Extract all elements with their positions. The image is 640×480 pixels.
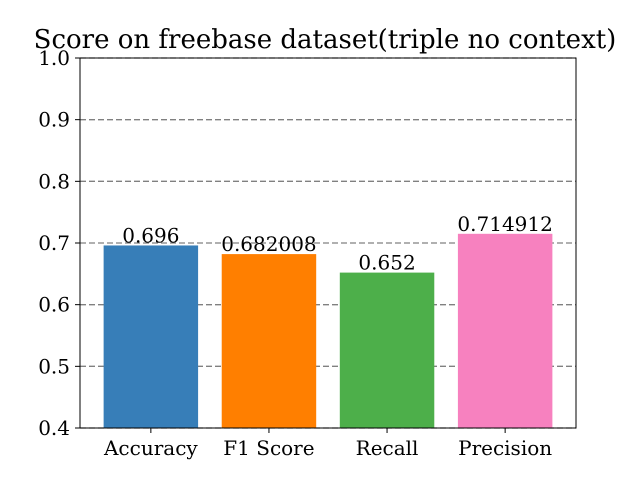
y-tick-label: 0.9 [38,108,70,132]
bars [103,233,553,428]
y-tick-label: 0.6 [38,293,70,317]
bar [339,272,435,428]
bar-value-label: 0.714912 [457,212,552,236]
bar [103,245,199,428]
bar [457,233,553,428]
x-tick-label: F1 Score [223,436,314,460]
bar-value-label: 0.682008 [221,232,316,256]
x-tick-label: Accuracy [103,436,198,460]
bar-value-label: 0.652 [358,251,415,275]
y-tick-label: 0.4 [38,416,70,440]
x-tick-label: Recall [356,436,419,460]
x-tick-label: Precision [458,436,552,460]
chart-title: Score on freebase dataset(triple no cont… [34,25,617,55]
y-tick-label: 0.5 [38,354,70,378]
data-labels: 0.696 0.682008 0.652 0.714912 [122,212,553,275]
y-axis: 0.4 0.5 0.6 0.7 0.8 0.9 1.0 [38,46,80,440]
y-tick-label: 1.0 [38,46,70,70]
y-tick-label: 0.7 [38,231,70,255]
bar-value-label: 0.696 [122,223,179,247]
y-tick-label: 0.8 [38,169,70,193]
bar [221,254,317,428]
x-axis: Accuracy F1 Score Recall Precision [103,428,552,460]
